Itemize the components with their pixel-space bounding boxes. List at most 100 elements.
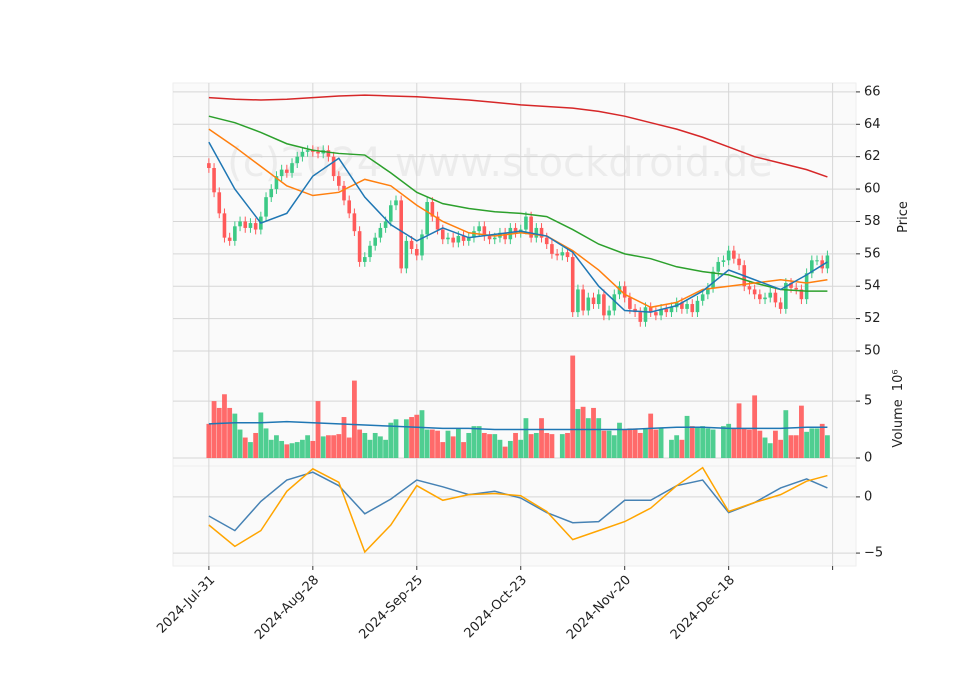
volume-bar (533, 432, 539, 459)
line-series (208, 471, 828, 532)
volume-bar (731, 428, 737, 459)
candle-body (654, 312, 658, 316)
y-tick-label: −5 (864, 546, 883, 561)
volume-bar (300, 439, 305, 459)
volume-bar (310, 440, 316, 459)
candle-body (539, 227, 544, 238)
line-series (208, 420, 828, 431)
volume-bar (596, 418, 602, 459)
volume-bar (289, 443, 295, 459)
volume-bar (383, 439, 388, 459)
volume-bar (591, 407, 596, 459)
volume-bar (419, 410, 425, 459)
volume-bar (357, 429, 363, 459)
candle-body (513, 227, 518, 233)
line-series (208, 115, 828, 292)
volume-bar (341, 417, 347, 459)
candle-body (622, 286, 627, 298)
panel-background (172, 465, 857, 567)
volume-bar (258, 412, 264, 459)
volume-bar (414, 414, 420, 459)
candle-body (331, 156, 336, 177)
candle-body (570, 257, 575, 313)
volume-bar (627, 428, 633, 459)
volume-bar (502, 446, 508, 459)
candle-body (227, 237, 232, 241)
volume-bar (315, 401, 321, 459)
volume-bar (455, 428, 461, 459)
candle-body (326, 150, 331, 157)
candle-body (342, 185, 346, 201)
volume-bar (450, 436, 456, 459)
volume-bar (336, 434, 342, 459)
volume-bar (726, 423, 732, 459)
candle-body (534, 227, 539, 238)
candle-body (487, 236, 492, 240)
volume-bar (674, 435, 680, 459)
volume-bar (237, 429, 243, 459)
candle-body (732, 250, 736, 259)
volume-bar (648, 413, 654, 459)
y-axis-label-text: Volume (891, 399, 906, 447)
candle-body (778, 302, 783, 309)
x-tick-label: 2024-Sep-25 (356, 573, 426, 643)
volume-bar (440, 442, 446, 459)
candle-body (217, 192, 222, 214)
candle-body (825, 255, 830, 269)
volume-bar (601, 430, 607, 459)
volume-bar (799, 405, 804, 459)
candle-body (420, 234, 424, 256)
line-series (208, 466, 828, 554)
candle-body (347, 200, 352, 214)
candle-body (264, 197, 268, 217)
y-axis-offset: 10⁶ (891, 369, 906, 391)
volume-bar (248, 442, 253, 459)
volume-bar (326, 435, 331, 459)
volume-bar (518, 439, 524, 459)
candle-body (300, 151, 305, 157)
candle-body (565, 252, 570, 258)
volume-bar (565, 432, 570, 459)
candle-body (550, 244, 554, 254)
candle-body (747, 286, 752, 290)
line-series (208, 94, 828, 178)
y-tick-label: 54 (864, 279, 881, 294)
volume-bar (653, 429, 659, 459)
volume-bar (539, 418, 544, 459)
candle-body (295, 156, 300, 164)
y-tick-label: 5 (864, 394, 872, 409)
x-tick-label: 2024-Oct-23 (462, 573, 530, 641)
volume-bar (788, 435, 794, 459)
y-axis-label: Price (896, 201, 911, 233)
candle-body (414, 248, 419, 256)
y-tick-label: 0 (864, 489, 872, 504)
volume-bar (825, 435, 830, 459)
candle-body (503, 232, 507, 240)
volume-bar (274, 435, 279, 459)
volume-bar (793, 435, 799, 459)
volume-bar (372, 432, 378, 459)
volume-bar (528, 434, 534, 459)
candle-body (212, 168, 216, 193)
candle-body (768, 292, 773, 298)
volume-bar (679, 439, 685, 459)
volume-bar (669, 439, 674, 459)
volume-bar (606, 430, 612, 459)
candle-body (726, 250, 731, 261)
candle-body (628, 297, 632, 309)
volume-bar (388, 422, 394, 459)
y-axis-label: Volume 10⁶ (891, 369, 906, 447)
volume-bar (721, 426, 726, 459)
y-tick-label: 60 (864, 182, 881, 197)
candle-body (685, 304, 689, 309)
y-tick-label: 52 (864, 311, 881, 326)
volume-bar (658, 428, 664, 459)
volume-bar (471, 426, 477, 459)
candle-body (285, 169, 289, 173)
volume-bar (809, 428, 815, 459)
candle-body (794, 287, 799, 290)
candle-body (440, 229, 445, 240)
volume-bar (814, 428, 820, 459)
volume-bar (689, 426, 695, 459)
